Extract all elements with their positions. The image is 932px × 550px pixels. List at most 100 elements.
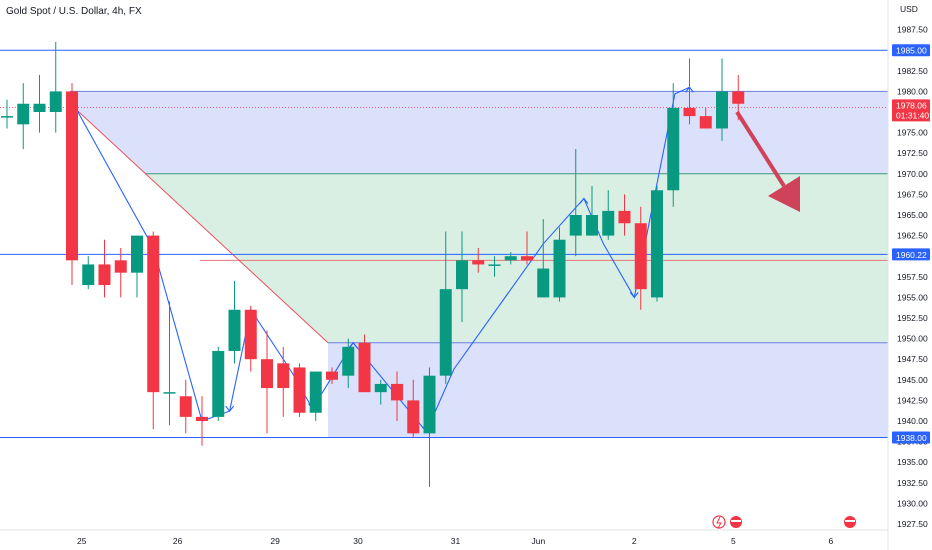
flash-event-icon[interactable]: [712, 515, 726, 529]
blue-zone-lower: [328, 342, 888, 438]
diagonal-trendline: [69, 103, 329, 344]
candle-body: [131, 235, 143, 273]
candle-body: [569, 215, 582, 236]
candle-body: [618, 210, 631, 224]
flag-stripe-icon: [845, 520, 855, 522]
candle-body: [66, 91, 78, 261]
candle-body: [358, 342, 371, 393]
x-tick-label: Jun: [532, 536, 546, 546]
x-tick-label: 31: [451, 536, 461, 546]
y-tick-label: 1930.00: [897, 498, 928, 508]
path-arrowhead: [348, 341, 358, 349]
candle-body: [391, 383, 403, 401]
y-tick-label: 1932.50: [897, 478, 928, 488]
candle-body: [33, 103, 46, 112]
candle-body: [277, 363, 290, 389]
candle-body: [342, 346, 355, 376]
candle-body: [716, 91, 728, 129]
flag-stripe-icon: [731, 520, 741, 522]
x-tick-label: 25: [77, 536, 87, 546]
candle-body: [488, 264, 501, 266]
candle-body: [163, 392, 176, 394]
y-tick-label: 1965.00: [897, 210, 928, 220]
candle-body: [683, 107, 696, 117]
forecast-arrow-head: [768, 176, 800, 212]
y-tick-label: 1970.00: [897, 169, 928, 179]
y-tick-label: 1962.50: [897, 231, 928, 241]
y-tick-label: 1955.00: [897, 292, 928, 302]
candle-body: [667, 107, 680, 191]
x-tick-label: 30: [353, 536, 363, 546]
candle-body: [212, 350, 225, 417]
candle-body: [82, 264, 95, 286]
x-tick-label: 6: [829, 536, 834, 546]
y-tick-label: 1950.00: [897, 334, 928, 344]
y-tick-label: 1980.00: [897, 86, 928, 96]
candle-body: [651, 190, 663, 298]
y-tick-label: 1945.00: [897, 375, 928, 385]
candle-body: [114, 260, 127, 273]
flash-icon: [716, 516, 722, 529]
candle-body: [699, 116, 712, 129]
candle-body: [521, 256, 533, 261]
candle-body: [456, 260, 468, 290]
level-label-box: [892, 248, 930, 261]
candle-body: [244, 309, 257, 360]
candle-body: [602, 210, 615, 236]
y-tick-label: 1967.50: [897, 189, 928, 199]
x-tick-label: 2: [632, 536, 637, 546]
candle-body: [634, 223, 647, 290]
triangle-mask: [70, 103, 328, 438]
candle-body: [49, 91, 62, 112]
candle-body: [326, 371, 338, 380]
x-tick-label: 26: [173, 536, 183, 546]
candle-body: [1, 116, 13, 118]
candle-body: [472, 260, 485, 265]
candle-body: [309, 371, 322, 413]
y-tick-label: 1927.50: [897, 519, 928, 529]
chart-title: Gold Spot / U.S. Dollar, 4h, FX: [6, 6, 142, 17]
y-tick-label: 1942.50: [897, 395, 928, 405]
candle-body: [179, 396, 192, 417]
candle-body: [293, 367, 306, 413]
path-arrowhead: [579, 197, 589, 204]
candle-body: [407, 400, 420, 434]
y-tick-label: 1982.50: [897, 66, 928, 76]
level-label-box: [892, 44, 930, 57]
candle-body: [98, 264, 111, 286]
y-tick-label: 1940.00: [897, 416, 928, 426]
forecast-arrow-shaft: [735, 110, 786, 188]
level-label-box: [892, 431, 930, 444]
current-price-box: [892, 99, 930, 122]
candle-body: [423, 375, 436, 434]
candle-body: [504, 256, 517, 261]
candle-body: [261, 359, 273, 389]
candle-body: [732, 91, 745, 104]
candle-body: [553, 239, 566, 298]
x-tick-label: 5: [731, 536, 736, 546]
y-tick-label: 1947.50: [897, 354, 928, 364]
candle-body: [537, 268, 550, 298]
countdown-label: 01:31:40: [896, 110, 929, 120]
level-label: 1960.22: [896, 250, 927, 260]
candle-body: [439, 289, 452, 376]
path-arrowhead: [629, 292, 639, 299]
level-label: 1985.00: [896, 46, 927, 56]
candle-body: [17, 103, 30, 125]
path-arrowhead: [225, 405, 235, 412]
currency-label: USD: [900, 4, 918, 14]
candle-body: [586, 215, 598, 236]
y-tick-label: 1975.00: [897, 128, 928, 138]
y-tick-label: 1957.50: [897, 272, 928, 282]
candle-body: [228, 309, 241, 351]
y-tick-label: 1952.50: [897, 313, 928, 323]
y-tick-label: 1987.50: [897, 25, 928, 35]
current-price-label: 1978.06: [896, 100, 927, 110]
candle-body: [374, 383, 387, 393]
candle-body: [147, 235, 160, 393]
level-label: 1938.00: [896, 433, 927, 443]
x-tick-label: 29: [270, 536, 280, 546]
candle-body: [196, 416, 208, 421]
